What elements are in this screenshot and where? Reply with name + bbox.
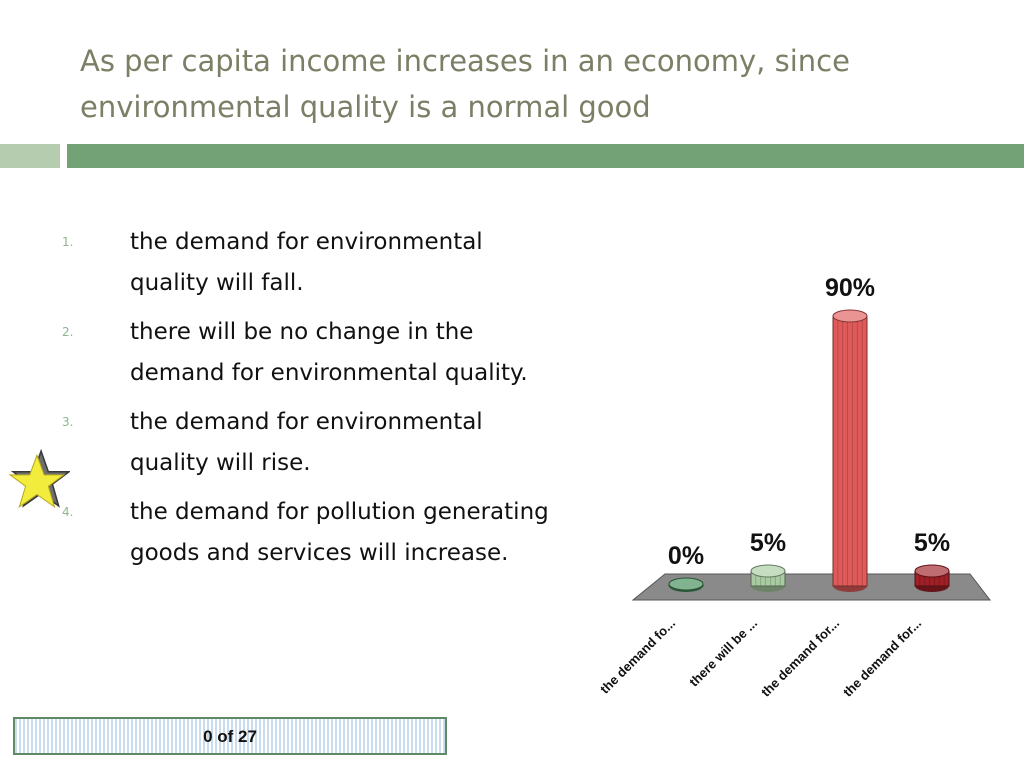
chart-bar: [914, 564, 950, 592]
chart-value-label: 90%: [825, 274, 875, 302]
chart-value-label: 5%: [750, 529, 786, 557]
answer-number: 3.: [62, 415, 74, 429]
answer-list: 1. the demand for environmental quality …: [50, 222, 560, 582]
response-chart: 0% the demand fo... 5% there will be ... 90%…: [597, 274, 992, 700]
slide-title: As per capita income increases in an eco…: [80, 44, 850, 124]
answer-text: there will be no change in the demand fo…: [130, 319, 528, 386]
chart-value-label: 5%: [914, 529, 950, 557]
correct-answer-star-icon: [8, 448, 70, 509]
answer-text: the demand for environmental quality wil…: [130, 229, 483, 296]
answer-option-1[interactable]: 1. the demand for environmental quality …: [50, 222, 560, 304]
chart-bar: [832, 309, 868, 592]
answer-option-3[interactable]: 3. the demand for environmental quality …: [50, 402, 560, 484]
answer-text: the demand for environmental quality wil…: [130, 409, 483, 476]
chart-category-label: the demand fo...: [597, 616, 678, 697]
answer-number: 1.: [62, 235, 74, 249]
chart-floor: [631, 573, 992, 601]
answer-text: the demand for pollution generating good…: [130, 499, 549, 566]
header-divider-light: [0, 144, 60, 168]
header-divider-dark: [67, 144, 1024, 168]
chart-bar: [750, 564, 786, 592]
chart-category-label: there will be ...: [686, 616, 760, 690]
chart-bar: [668, 577, 704, 592]
answer-option-4[interactable]: 4. the demand for pollution generating g…: [50, 492, 560, 574]
chart-value-label: 0%: [668, 542, 704, 570]
chart-category-label: the demand for...: [840, 616, 924, 700]
answer-option-2[interactable]: 2. there will be no change in the demand…: [50, 312, 560, 394]
response-count-text: 0 of 27: [203, 727, 257, 746]
answer-number: 2.: [62, 325, 74, 339]
chart-category-label: the demand for...: [758, 616, 842, 700]
answer-number: 4.: [62, 505, 74, 519]
response-counter: 0 of 27: [13, 717, 447, 755]
